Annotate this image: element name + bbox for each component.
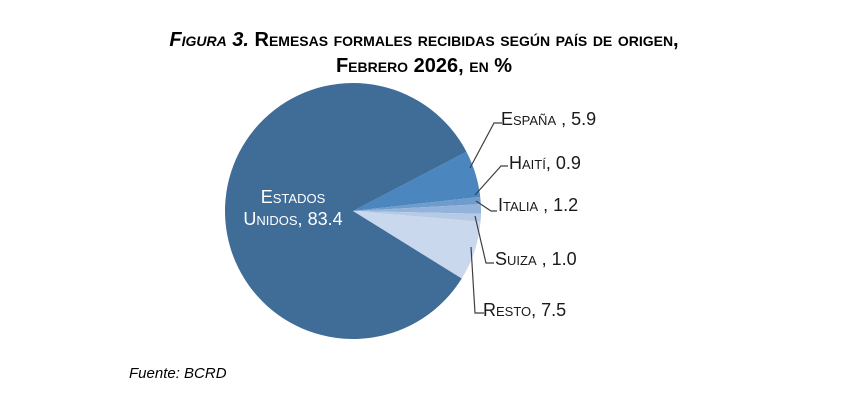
chart-title-line1: Figura 3. Remesas formales recibidas seg… xyxy=(169,29,678,51)
leader-line-resto xyxy=(470,246,484,314)
slice-label-haiti: Haití, 0.9 xyxy=(509,153,581,173)
figure-number-label: Figura 3. xyxy=(169,29,249,51)
leader-line-italia xyxy=(475,200,497,212)
pie-slice-espana xyxy=(353,151,481,211)
chart-title-line2: Febrero 2026, en % xyxy=(335,55,513,77)
slice-label-estados-unidos: Estados Unidos, 83.4 xyxy=(218,186,368,230)
pie-slice-haiti xyxy=(353,196,481,211)
pie-slice-resto xyxy=(353,211,481,279)
slice-label-resto: Resto, 7.5 xyxy=(483,300,567,320)
pie-slice-suiza xyxy=(353,211,481,222)
pie-slice-estados-unidos xyxy=(224,83,467,340)
slice-label-espana: España , 5.9 xyxy=(501,109,597,129)
slice-label-estados-unidos-line1: Estados xyxy=(260,187,326,207)
source-note: Fuente: BCRD xyxy=(129,365,227,382)
slice-label-estados-unidos-line2: Unidos, 83.4 xyxy=(243,209,343,229)
leader-line-espana xyxy=(469,122,502,169)
slice-label-suiza: Suiza , 1.0 xyxy=(495,249,577,269)
pie-slice-italia xyxy=(353,204,481,214)
slice-label-italia: Italia , 1.2 xyxy=(498,195,579,215)
chart-title: Figura 3. Remesas formales recibidas seg… xyxy=(0,27,848,79)
chart-title-line1-text: Remesas formales recibidas según país de… xyxy=(248,29,679,51)
leader-line-suiza xyxy=(474,215,494,264)
leader-line-haiti xyxy=(474,165,508,196)
